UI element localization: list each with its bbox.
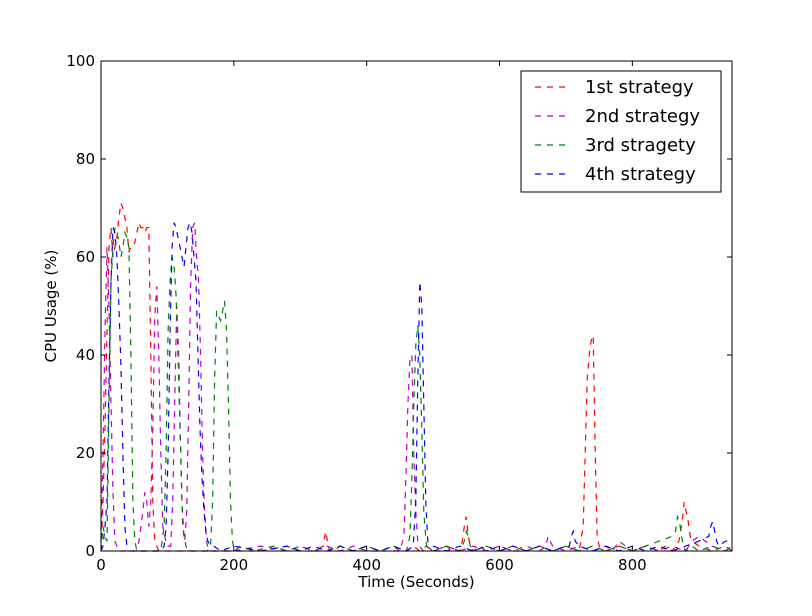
legend-entry-label: 1st strategy: [585, 77, 694, 98]
x-tick-label: 400: [352, 556, 381, 574]
y-tick-label: 40: [76, 346, 95, 364]
series-line-4: [100, 220, 732, 552]
legend-entry-label: 4th strategy: [585, 164, 696, 185]
x-axis-label: Time (Seconds): [357, 573, 474, 591]
y-tick-label: 60: [76, 248, 95, 266]
series-line-1: [100, 200, 733, 552]
y-tick-label: 0: [85, 542, 95, 560]
axis-ticks: 0 200 400 600 800 0 20 40 60 80 100: [66, 52, 732, 574]
series-line-2: [100, 222, 733, 553]
x-tick-label: 600: [485, 556, 514, 574]
x-tick-label: 800: [618, 556, 647, 574]
x-tick-label: 200: [220, 556, 249, 574]
x-tick-label: 0: [96, 556, 106, 574]
y-tick-label: 20: [76, 444, 95, 462]
legend-box: [520, 70, 722, 193]
legend-entry-label: 3rd stragety: [585, 135, 696, 156]
legend: 1st strategy 2nd strategy 3rd stragety 4th …: [520, 70, 722, 193]
legend-entry-label: 2nd strategy: [585, 106, 700, 127]
y-tick-label: 100: [66, 52, 95, 70]
plot-area-frame: [100, 60, 733, 552]
series-layer: [100, 200, 733, 553]
y-axis-label: CPU Usage (%): [42, 250, 60, 363]
y-tick-label: 80: [76, 150, 95, 168]
